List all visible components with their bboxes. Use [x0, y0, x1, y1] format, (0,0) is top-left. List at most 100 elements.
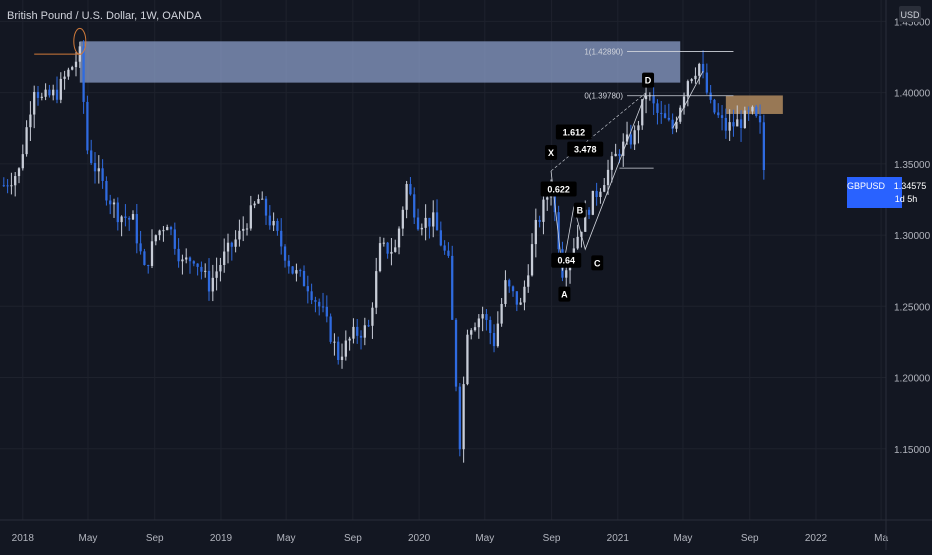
candle-body: [477, 318, 480, 328]
candle-body: [97, 168, 100, 172]
candle-down: [413, 187, 416, 225]
point-label-box: [573, 202, 586, 218]
zones: [79, 41, 783, 114]
candle-body: [717, 112, 720, 116]
candle-body: [10, 185, 13, 187]
candle-body: [530, 244, 534, 276]
candle-body: [663, 113, 667, 118]
candle-body: [82, 46, 85, 102]
candle-down: [302, 265, 306, 287]
currency-button[interactable]: USD: [899, 6, 921, 22]
candle-body: [128, 218, 131, 220]
candle-down: [709, 85, 712, 104]
candle-body: [603, 185, 606, 192]
candle-down: [739, 110, 743, 142]
candle-up: [17, 167, 21, 184]
candle-down: [762, 114, 765, 180]
candle-up: [504, 270, 507, 307]
candle-down: [55, 76, 59, 104]
candle-up: [728, 109, 731, 141]
candle-up: [694, 67, 697, 84]
candle-body: [253, 203, 256, 206]
candle-body: [207, 270, 211, 292]
candle-down: [337, 336, 340, 365]
price-badge-symbol: GBPUSD: [847, 181, 886, 191]
price-badge-countdown: 1d 5h: [895, 194, 918, 204]
candle-up: [253, 201, 256, 209]
candle-up: [63, 70, 66, 90]
candle-up: [154, 234, 157, 246]
candle-down: [717, 103, 720, 118]
candle-down: [124, 204, 127, 227]
candle-body: [724, 117, 727, 131]
candle-body: [424, 217, 427, 228]
candle-down: [264, 196, 268, 225]
candle-body: [276, 220, 279, 231]
x-tick-label: May: [277, 533, 296, 544]
candle-down: [93, 152, 97, 184]
candle-body: [694, 75, 697, 80]
candle-up: [97, 155, 100, 184]
candle-body: [641, 99, 644, 126]
candle-down: [325, 295, 328, 323]
candle-down: [435, 199, 439, 231]
candle-body: [283, 246, 287, 261]
candle-body: [416, 217, 420, 230]
y-tick-label: 1.45000: [894, 17, 931, 28]
candle-body: [352, 326, 355, 339]
candle-body: [698, 63, 701, 76]
candle-up: [622, 133, 625, 167]
candle-up: [394, 239, 397, 253]
candle-up: [67, 67, 70, 80]
candle-body: [500, 303, 503, 324]
ratio-label: 0.64: [551, 252, 582, 268]
candle-up: [470, 328, 473, 340]
candle-body: [743, 110, 746, 129]
x-tick-label: May: [475, 533, 494, 544]
candle-body: [409, 184, 412, 195]
candle-body: [652, 95, 655, 104]
candle-body: [295, 270, 298, 274]
candle-body: [538, 219, 541, 222]
ratio-label-box: [551, 252, 582, 268]
candle-up: [242, 216, 245, 242]
candle-down: [192, 260, 195, 267]
candle-up: [363, 317, 366, 346]
candle-body: [173, 229, 176, 249]
candle-down: [587, 207, 591, 220]
candle-body: [435, 212, 439, 231]
candle-down: [321, 292, 325, 313]
candle-up: [59, 72, 62, 104]
ratio-label-box: [540, 181, 577, 197]
candle-body: [185, 257, 188, 260]
point-label-d: D: [642, 72, 655, 88]
candle-body: [344, 340, 347, 357]
candle-up: [112, 198, 116, 218]
candle-up: [405, 180, 408, 219]
candle-body: [386, 242, 389, 254]
candle-down: [724, 108, 727, 139]
y-tick-label: 1.35000: [894, 160, 931, 171]
y-tick-label: 1.15000: [894, 445, 931, 456]
candle-down: [280, 218, 283, 255]
candle-down: [200, 261, 203, 280]
candle-up: [10, 172, 13, 195]
candle-body: [48, 89, 51, 96]
candle-body: [280, 230, 283, 247]
candle-down: [356, 318, 359, 344]
x-tick-label: May: [78, 533, 97, 544]
candle-body: [287, 260, 290, 267]
candle-up: [401, 206, 404, 237]
candle-body: [135, 214, 138, 244]
candle-body: [413, 194, 416, 218]
candle-down: [732, 109, 735, 137]
candle-body: [595, 190, 598, 198]
candle-up: [344, 330, 347, 361]
candle-body: [71, 67, 74, 70]
currency-label: USD: [900, 10, 920, 20]
candle-body: [314, 300, 317, 302]
candle-body: [527, 275, 530, 287]
candle-up: [52, 84, 55, 101]
